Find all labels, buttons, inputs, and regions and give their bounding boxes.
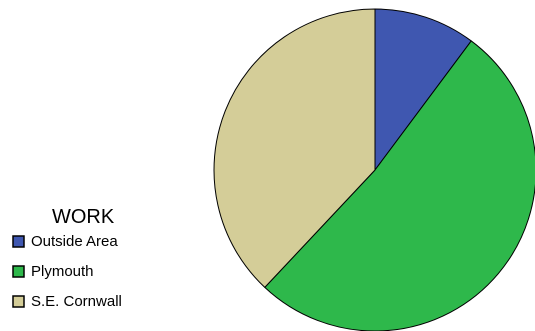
- legend-swatch-plymouth: [12, 265, 25, 278]
- pie-slice-plymouth: [264, 40, 535, 331]
- legend-label-s-e-cornwall: S.E. Cornwall: [31, 293, 122, 310]
- legend: WORK Outside Area Plymouth S.E. Cornwall: [12, 206, 122, 310]
- legend-label-plymouth: Plymouth: [31, 263, 94, 280]
- legend-item-outside-area: Outside Area: [12, 233, 118, 250]
- pie-slice-s-e-cornwall: [213, 8, 376, 288]
- legend-items: Outside Area Plymouth S.E. Cornwall: [12, 233, 122, 310]
- legend-title: WORK: [52, 206, 115, 228]
- pie-slices: [213, 8, 535, 331]
- pie-slice-outside-area: [374, 8, 472, 171]
- legend-label-outside-area: Outside Area: [31, 233, 118, 250]
- legend-swatch-outside-area: [12, 235, 25, 248]
- legend-swatch-s-e-cornwall: [12, 295, 25, 308]
- legend-item-plymouth: Plymouth: [12, 263, 94, 280]
- legend-item-s-e-cornwall: S.E. Cornwall: [12, 293, 122, 310]
